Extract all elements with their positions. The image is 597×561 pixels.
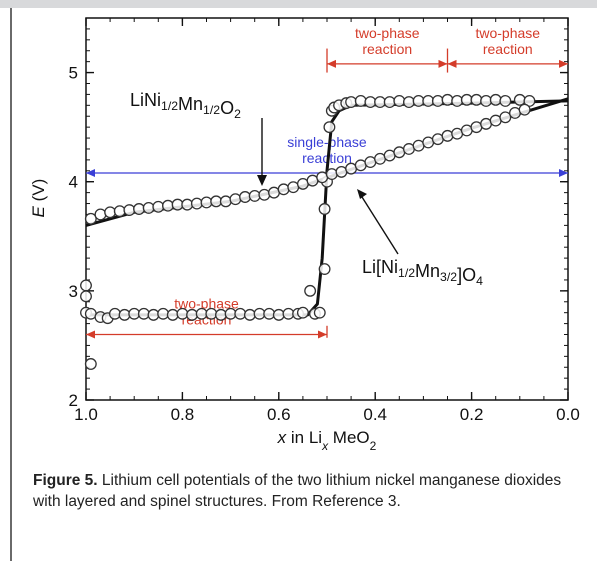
y-axis-label: E (V) [29,179,48,218]
series-2-point [277,183,290,196]
series-2-point [200,196,213,209]
two-phase-bottom-arrow-arrowhead-left [86,330,95,339]
series-1-point [157,307,170,320]
series-2-point [113,205,126,218]
x-axis-label: x in Lix MeO2 [277,428,377,453]
two-phase-top-right-arrow-label-line1: two-phase [475,25,540,41]
layered-series-label: LiNi1/2Mn1/2O2 [130,90,241,121]
y-tick-label: 2 [69,391,78,410]
series-2-point [94,208,107,221]
figure-caption: Figure 5. Lithium cell potentials of the… [33,470,578,512]
series-2-point [229,193,242,206]
series-1-point [166,308,179,321]
series-1-point [296,306,309,319]
series-2-point [499,111,512,124]
two-phase-top-left-arrow-label-line2: reaction [362,41,412,57]
series-2-point [104,206,117,219]
series-1-point [147,308,160,321]
series-1-point [272,308,285,321]
x-tick-label: 0.6 [267,405,291,424]
series-1-point [451,94,464,107]
series-1-point [345,96,358,108]
series-1-point [383,96,396,108]
series-2-point [142,201,155,214]
series-2-point [239,191,252,203]
x-tick-label: 0.4 [363,405,387,424]
series-2-point [133,203,145,215]
series-2-point [152,200,165,213]
series-1-point [80,290,92,303]
single-phase-arrow-arrowhead-left [86,168,95,177]
series-2-point [219,195,232,208]
series-1-point [431,94,444,107]
series-2-point [258,188,271,201]
frame-left-rule [10,8,12,561]
potential-chart: 2 3 4 5 1.0 0.8 0.6 0.4 0.2 0.0 E (V) x in Lix MeO2… [29,17,580,453]
two-phase-top-left-arrow-arrowhead-left [327,59,336,68]
y-tick-label: 3 [69,282,78,301]
caption-text: Lithium cell potentials of the two lithi… [33,472,562,510]
x-tick-label: 1.0 [74,405,98,424]
frame-top-bar [0,0,597,8]
spinel-pointer-line [361,196,399,255]
series-1-point [80,279,92,292]
single-phase-arrow-label-line1: single-phase [287,134,367,150]
series-1-point [205,307,218,320]
two-phase-top-left-arrow-label-line1: two-phase [355,25,420,41]
series-1-point [176,307,189,320]
series-1-point [234,307,247,320]
series-1-point [84,358,97,370]
series-1-point [108,307,121,320]
series-1-point [243,308,256,321]
series-1-point [137,307,150,320]
series-2-point [123,204,136,217]
single-phase-arrow-arrowhead-right [559,168,568,177]
two-phase-bottom-arrow-label-line1: two-phase [174,296,239,312]
series-1-point [480,94,493,107]
two-phase-top-right-arrow-arrowhead-left [447,59,457,68]
x-tick-label: 0.2 [460,405,484,424]
series-2-point [441,129,454,142]
series-2-point [325,168,338,181]
series-1-point [304,284,317,297]
series-1-point [323,121,336,134]
series-1-point [354,94,367,107]
series-1-point [186,308,198,321]
x-tick-label: 0.0 [556,405,580,424]
series-1-point [470,93,483,106]
two-phase-top-right-arrow-arrowhead-right [559,59,568,68]
caption-label: Figure 5. [33,472,98,489]
two-phase-top-right-arrow-label-line2: reaction [483,41,533,57]
series-1-point [513,93,526,106]
two-phase-top-left-arrow-arrowhead-right [438,59,448,68]
series-2-point [518,103,531,116]
series-2-point [190,197,203,210]
series-1-point [318,203,331,215]
series-1-point [118,308,131,321]
x-tick-label: 0.8 [171,405,195,424]
layered-pointer-arrowhead [257,175,267,186]
series-1-point [489,93,502,106]
series-1-point [263,307,276,320]
series-1-point [441,93,454,106]
spinel-series-label: Li[Ni1/2Mn3/2]O4 [362,257,483,288]
series-1-point [499,94,512,107]
spinel-pointer-arrowhead [357,189,367,199]
series-2-point [181,198,194,211]
y-tick-label: 5 [69,64,78,83]
series-1-point [318,263,331,275]
series-2-point [84,212,97,225]
series-2-point [248,189,261,202]
series-2-point [161,199,174,212]
two-phase-bottom-arrow-arrowhead-right [318,330,327,339]
series-1-point [313,306,326,319]
series-1-point [402,96,415,108]
series-1-point [215,308,227,321]
series-1-point [393,94,406,107]
y-tick-label: 4 [69,173,78,192]
